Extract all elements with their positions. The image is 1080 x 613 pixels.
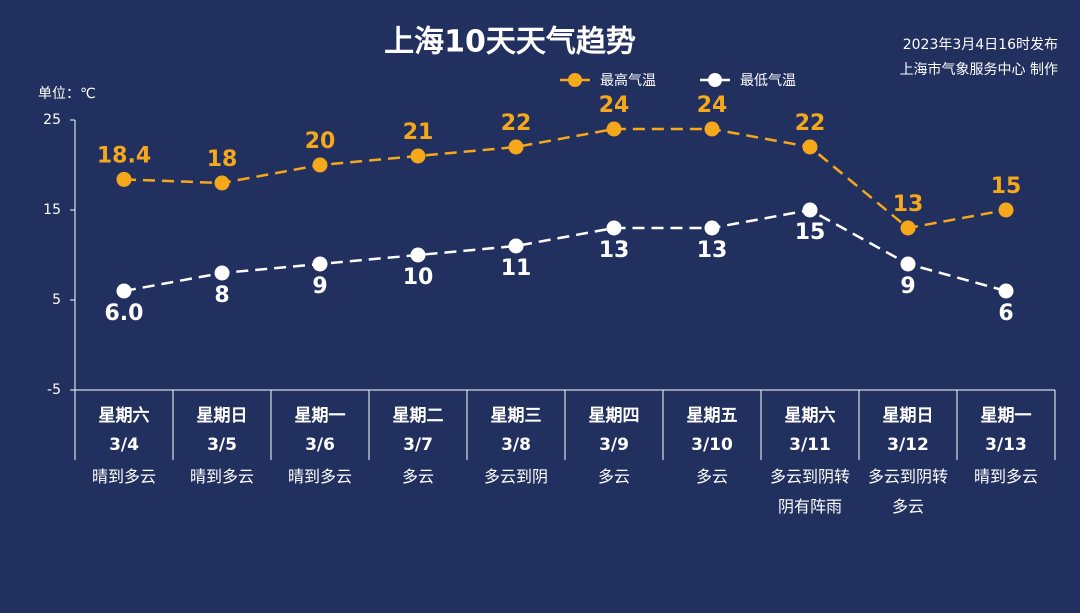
point bbox=[998, 283, 1014, 299]
point bbox=[312, 256, 328, 272]
data-label: 22 bbox=[501, 111, 532, 136]
data-label: 22 bbox=[795, 111, 826, 136]
data-label: 15 bbox=[991, 174, 1022, 199]
data-label: 18 bbox=[207, 147, 238, 172]
point bbox=[606, 121, 622, 137]
data-label: 18.4 bbox=[97, 143, 151, 168]
weather-label: 多云到阴转多云 bbox=[867, 467, 948, 516]
x-tick-label: 3/7 bbox=[403, 435, 433, 455]
point bbox=[704, 220, 720, 236]
point bbox=[312, 157, 328, 173]
data-label: 8 bbox=[214, 283, 229, 308]
point bbox=[214, 175, 230, 191]
x-tick-label: 3/12 bbox=[887, 435, 929, 455]
data-label: 21 bbox=[403, 120, 434, 145]
legend-marker bbox=[708, 73, 722, 87]
point bbox=[802, 202, 818, 218]
data-label: 11 bbox=[501, 256, 532, 281]
weekday-label: 星期五 bbox=[687, 406, 738, 426]
point bbox=[508, 238, 524, 254]
point bbox=[606, 220, 622, 236]
weekday-label: 星期日 bbox=[883, 406, 934, 426]
weekday-label: 星期六 bbox=[99, 405, 150, 426]
point bbox=[214, 265, 230, 281]
y-tick-label: 25 bbox=[43, 112, 61, 128]
weekday-label: 星期一 bbox=[981, 406, 1032, 426]
data-label: 13 bbox=[599, 238, 630, 263]
y-tick-label: 15 bbox=[43, 202, 61, 218]
legend-label: 最低气温 bbox=[740, 73, 796, 89]
data-label: 6 bbox=[998, 301, 1013, 326]
weekday-label: 星期六 bbox=[785, 405, 836, 426]
legend-label: 最高气温 bbox=[600, 72, 656, 89]
point bbox=[802, 139, 818, 155]
weather-label: 多云 bbox=[401, 467, 434, 486]
chart-title: 上海10天天气趋势 bbox=[384, 25, 636, 60]
y-tick-label: 5 bbox=[52, 292, 61, 308]
point bbox=[900, 256, 916, 272]
weather-label: 多云到阴转阴有阵雨 bbox=[769, 467, 850, 516]
weather-label: 晴到多云 bbox=[973, 467, 1038, 486]
x-tick-label: 3/10 bbox=[691, 435, 733, 455]
subtitle: 2023年3月4日16时发布 bbox=[903, 37, 1058, 53]
data-label: 13 bbox=[893, 192, 924, 217]
series-line bbox=[123, 208, 1007, 293]
x-tick-label: 3/8 bbox=[501, 435, 531, 455]
data-label: 10 bbox=[403, 265, 434, 290]
point bbox=[410, 247, 426, 263]
legend-marker bbox=[568, 73, 582, 87]
y-tick-label: -5 bbox=[47, 382, 61, 398]
weather-label: 晴到多云 bbox=[189, 467, 254, 486]
weekday-label: 星期三 bbox=[491, 406, 542, 426]
weather-label: 晴到多云 bbox=[91, 467, 156, 486]
data-label: 15 bbox=[795, 220, 826, 245]
point bbox=[508, 139, 524, 155]
point bbox=[704, 121, 720, 137]
point bbox=[900, 220, 916, 236]
weekday-label: 星期二 bbox=[393, 406, 444, 426]
data-label: 13 bbox=[697, 238, 728, 263]
x-tick-label: 3/13 bbox=[985, 435, 1027, 455]
data-label: 9 bbox=[900, 274, 915, 299]
weather-label: 晴到多云 bbox=[287, 467, 352, 486]
weekday-label: 星期日 bbox=[197, 406, 248, 426]
x-tick-label: 3/5 bbox=[207, 435, 237, 455]
weather-label: 多云 bbox=[597, 467, 630, 486]
weather-label: 多云 bbox=[695, 467, 728, 486]
point bbox=[116, 283, 132, 299]
x-tick-label: 3/4 bbox=[109, 435, 139, 455]
y-axis-label: 单位：℃ bbox=[38, 86, 96, 102]
point bbox=[998, 202, 1014, 218]
x-tick-label: 3/11 bbox=[789, 435, 831, 455]
data-label: 24 bbox=[599, 93, 630, 118]
subtitle: 上海市气象服务中心 制作 bbox=[900, 61, 1058, 78]
x-tick-label: 3/9 bbox=[599, 435, 629, 455]
series-line bbox=[123, 127, 1007, 230]
weekday-label: 星期一 bbox=[295, 406, 346, 426]
point bbox=[116, 171, 132, 187]
point bbox=[410, 148, 426, 164]
data-label: 6.0 bbox=[105, 301, 144, 326]
x-tick-label: 3/6 bbox=[305, 435, 335, 455]
data-label: 9 bbox=[312, 274, 327, 299]
data-label: 24 bbox=[697, 93, 728, 118]
data-label: 20 bbox=[305, 129, 336, 154]
weekday-label: 星期四 bbox=[589, 406, 640, 426]
weather-label: 多云到阴 bbox=[483, 467, 548, 486]
